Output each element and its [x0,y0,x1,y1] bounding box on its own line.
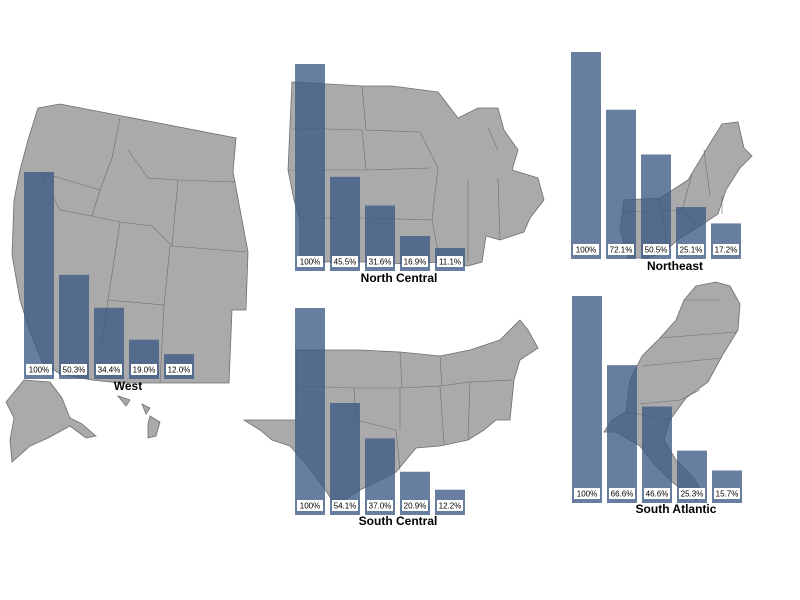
bar-south-central-2 [330,403,360,515]
data-label-bg-west-4 [131,364,157,375]
data-label-bg-west-1 [26,364,52,375]
data-label-north-central-3: 31.6% [369,258,392,267]
data-label-bg-north-central-4 [402,256,428,267]
bar-west-2 [59,274,89,379]
data-label-bg-northeast-4 [678,244,704,255]
data-label-bg-south-central-2 [332,500,358,511]
bar-south-atlantic-1 [572,296,602,503]
data-label-bg-north-central-3 [367,256,393,267]
data-label-south-central-5: 12.2% [439,502,462,511]
data-label-north-central-1: 100% [300,258,320,267]
data-label-north-central-4: 16.9% [404,258,427,267]
data-label-bg-northeast-5 [713,244,739,255]
data-label-west-5: 12.0% [168,366,191,375]
data-label-south-central-4: 20.9% [404,502,427,511]
data-label-south-atlantic-5: 15.7% [716,490,739,499]
data-label-west-2: 50.3% [63,366,86,375]
data-label-bg-south-central-4 [402,500,428,511]
bar-south-atlantic-2 [607,365,637,503]
data-label-bg-northeast-1 [573,244,599,255]
data-label-north-central-5: 11.1% [439,258,461,267]
data-label-south-central-3: 37.0% [369,502,392,511]
region-title-south-central: South Central [359,514,438,528]
bar-group-west: 100% 50.3% 34.4% 19.0% 12.0% [24,172,194,379]
data-label-northeast-5: 17.2% [715,246,738,255]
bar-northeast-2 [606,109,636,260]
data-label-west-1: 100% [29,366,49,375]
bar-south-central-1 [295,308,325,515]
data-label-bg-south-atlantic-2 [609,488,635,499]
data-label-northeast-4: 25.1% [680,246,703,255]
bar-west-1 [24,172,54,379]
data-label-northeast-1: 100% [576,246,596,255]
data-label-bg-south-atlantic-4 [679,488,705,499]
data-label-bg-northeast-2 [608,244,634,255]
data-label-bg-west-3 [96,364,122,375]
region-title-south-atlantic: South Atlantic [636,502,717,516]
data-label-bg-northeast-3 [643,244,669,255]
bar-group-south-central: 100% 54.1% 37.0% 20.9% 12.2% [295,308,465,515]
data-label-bg-north-central-1 [297,256,323,267]
data-label-south-atlantic-3: 46.6% [646,490,669,499]
region-title-northeast: Northeast [647,259,703,273]
data-label-bg-south-central-3 [367,500,393,511]
data-label-north-central-2: 45.5% [334,258,357,267]
bar-north-central-2 [330,176,360,271]
region-title-north-central: North Central [361,271,438,285]
data-label-west-4: 19.0% [133,366,156,375]
data-label-bg-west-2 [61,364,87,375]
bar-northeast-3 [641,154,671,259]
bar-north-central-1 [295,64,325,271]
bar-northeast-1 [571,52,601,259]
data-label-bg-south-atlantic-5 [714,488,740,499]
data-label-south-atlantic-4: 25.3% [681,490,704,499]
data-label-northeast-2: 72.1% [610,246,633,255]
data-label-south-atlantic-2: 66.6% [611,490,634,499]
bar-group-south-atlantic: 100% 66.6% 46.6% 25.3% 15.7% [572,296,742,503]
bar-south-atlantic-3 [642,406,672,503]
bar-group-northeast: 100% 72.1% 50.5% 25.1% 17.2% [571,52,741,260]
region-title-west: West [114,379,142,393]
data-label-west-3: 34.4% [98,366,121,375]
data-label-bg-south-atlantic-3 [644,488,670,499]
data-label-bg-north-central-2 [332,256,358,267]
data-label-bg-south-central-1 [297,500,323,511]
data-label-south-central-2: 54.1% [334,502,357,511]
data-label-south-central-1: 100% [300,502,320,511]
data-label-northeast-3: 50.5% [645,246,668,255]
data-label-bg-north-central-5 [437,256,463,267]
data-label-bg-south-central-5 [437,500,463,511]
data-label-bg-west-5 [166,364,192,375]
bar-group-north-central: 100% 45.5% 31.6% 16.9% 11.1% [295,64,465,271]
data-label-south-atlantic-1: 100% [577,490,597,499]
data-label-bg-south-atlantic-1 [574,488,600,499]
